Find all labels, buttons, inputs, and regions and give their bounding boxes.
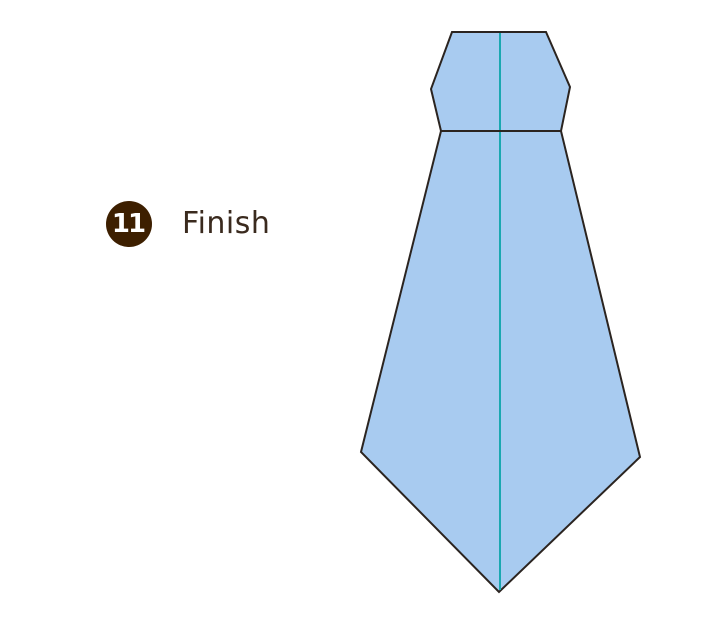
step-number: 11 <box>111 209 146 239</box>
step-title: Finish <box>182 206 271 241</box>
step-label: 11 Finish <box>106 201 270 247</box>
step-number-badge: 11 <box>106 201 152 247</box>
